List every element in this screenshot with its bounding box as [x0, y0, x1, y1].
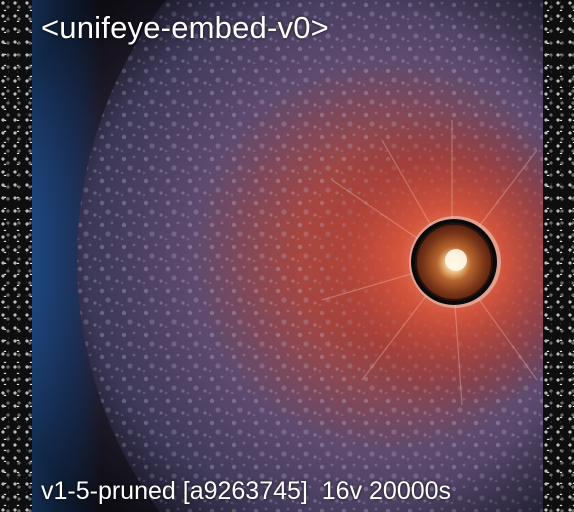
model-info-label: v1-5-pruned [a9263745] 16v 20000s [41, 477, 452, 505]
eye-artwork [32, 0, 543, 512]
model-title-label: <unifeye-embed-v0> [41, 10, 329, 45]
left-noise-border [0, 0, 32, 512]
right-noise-border [543, 0, 574, 512]
